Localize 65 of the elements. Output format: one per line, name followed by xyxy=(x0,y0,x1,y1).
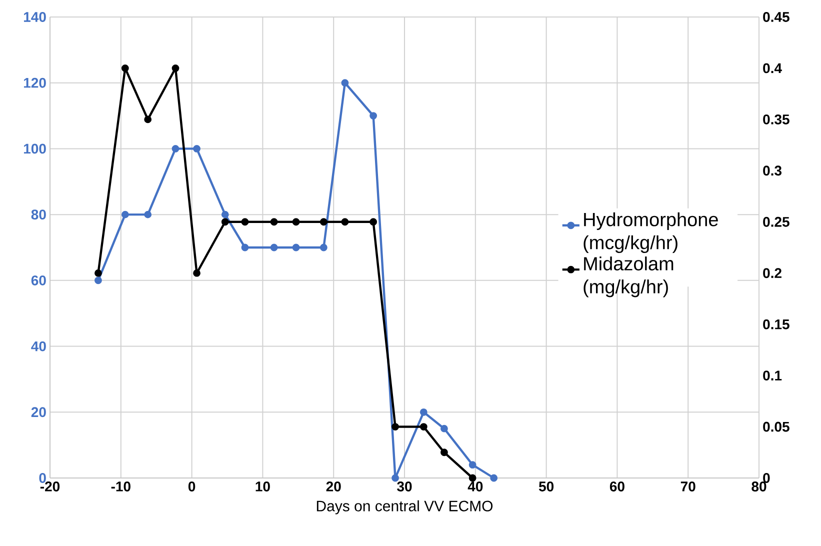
point xyxy=(241,244,249,252)
legend-label: Hydromorphone (mcg/kg/hr) xyxy=(584,212,718,254)
point xyxy=(420,423,428,430)
point xyxy=(144,210,152,218)
x-tick-label: 60 xyxy=(610,482,624,492)
point xyxy=(468,461,476,469)
x-tick-label: 80 xyxy=(752,482,766,492)
y-tick-label: 40 xyxy=(31,341,46,352)
point xyxy=(341,79,349,87)
y-tick-label: 100 xyxy=(24,144,46,154)
y-tick-label: 60 xyxy=(31,275,46,286)
x-tick-label: 40 xyxy=(468,482,483,492)
x-tick-label: 0 xyxy=(188,482,196,492)
point xyxy=(172,145,180,152)
point xyxy=(370,112,378,120)
point xyxy=(172,64,180,72)
point xyxy=(94,276,102,284)
point xyxy=(392,474,399,482)
y2-tick-label: 0.4 xyxy=(763,63,782,74)
y-tick-label: 140 xyxy=(24,12,46,22)
point xyxy=(341,218,349,226)
point xyxy=(221,210,229,218)
y2-tick-label: 0.45 xyxy=(763,12,790,22)
y2-tick-label: 0.35 xyxy=(763,114,790,124)
y-tick-label: 80 xyxy=(31,210,46,220)
x-tick-label: 70 xyxy=(680,482,696,492)
point xyxy=(221,218,229,226)
point xyxy=(94,269,102,277)
x-tick-label: 20 xyxy=(326,482,341,492)
point xyxy=(241,218,249,226)
y2-tick-label: 0.05 xyxy=(763,422,790,432)
point xyxy=(144,116,152,124)
y-tick-label: 20 xyxy=(31,407,46,418)
point xyxy=(121,210,129,218)
x-axis-title: Days on central VV ECMO xyxy=(316,500,493,514)
y2-tick-label: 0 xyxy=(763,473,770,483)
y-tick-label: 120 xyxy=(24,78,46,88)
x-tick-label: 30 xyxy=(397,482,412,492)
point xyxy=(320,244,328,252)
point xyxy=(292,244,300,252)
y2-tick-label: 0.2 xyxy=(763,268,782,278)
y2-tick-label: 0.3 xyxy=(763,166,782,176)
legend-label: Midazolam (mg/kg/hr) xyxy=(584,256,674,298)
x-tick-label: 50 xyxy=(538,482,554,492)
point xyxy=(392,423,399,430)
x-tick-label: -10 xyxy=(111,482,130,492)
y-tick-label: 0 xyxy=(39,473,46,483)
x-tick-label: 10 xyxy=(256,482,270,492)
y2-tick-label: 0.15 xyxy=(763,319,790,330)
point xyxy=(270,244,278,252)
point xyxy=(440,448,448,456)
point xyxy=(370,218,378,226)
x-tick-label: -20 xyxy=(40,482,60,492)
point xyxy=(121,64,129,72)
point xyxy=(320,218,328,226)
point xyxy=(490,474,498,482)
point xyxy=(270,218,278,226)
point xyxy=(292,218,300,226)
point xyxy=(193,269,200,277)
point xyxy=(420,408,428,416)
point xyxy=(193,145,200,152)
y2-tick-label: 0.1 xyxy=(763,370,782,381)
point xyxy=(468,474,476,482)
y2-tick-label: 0.25 xyxy=(763,216,790,227)
point xyxy=(440,424,448,432)
